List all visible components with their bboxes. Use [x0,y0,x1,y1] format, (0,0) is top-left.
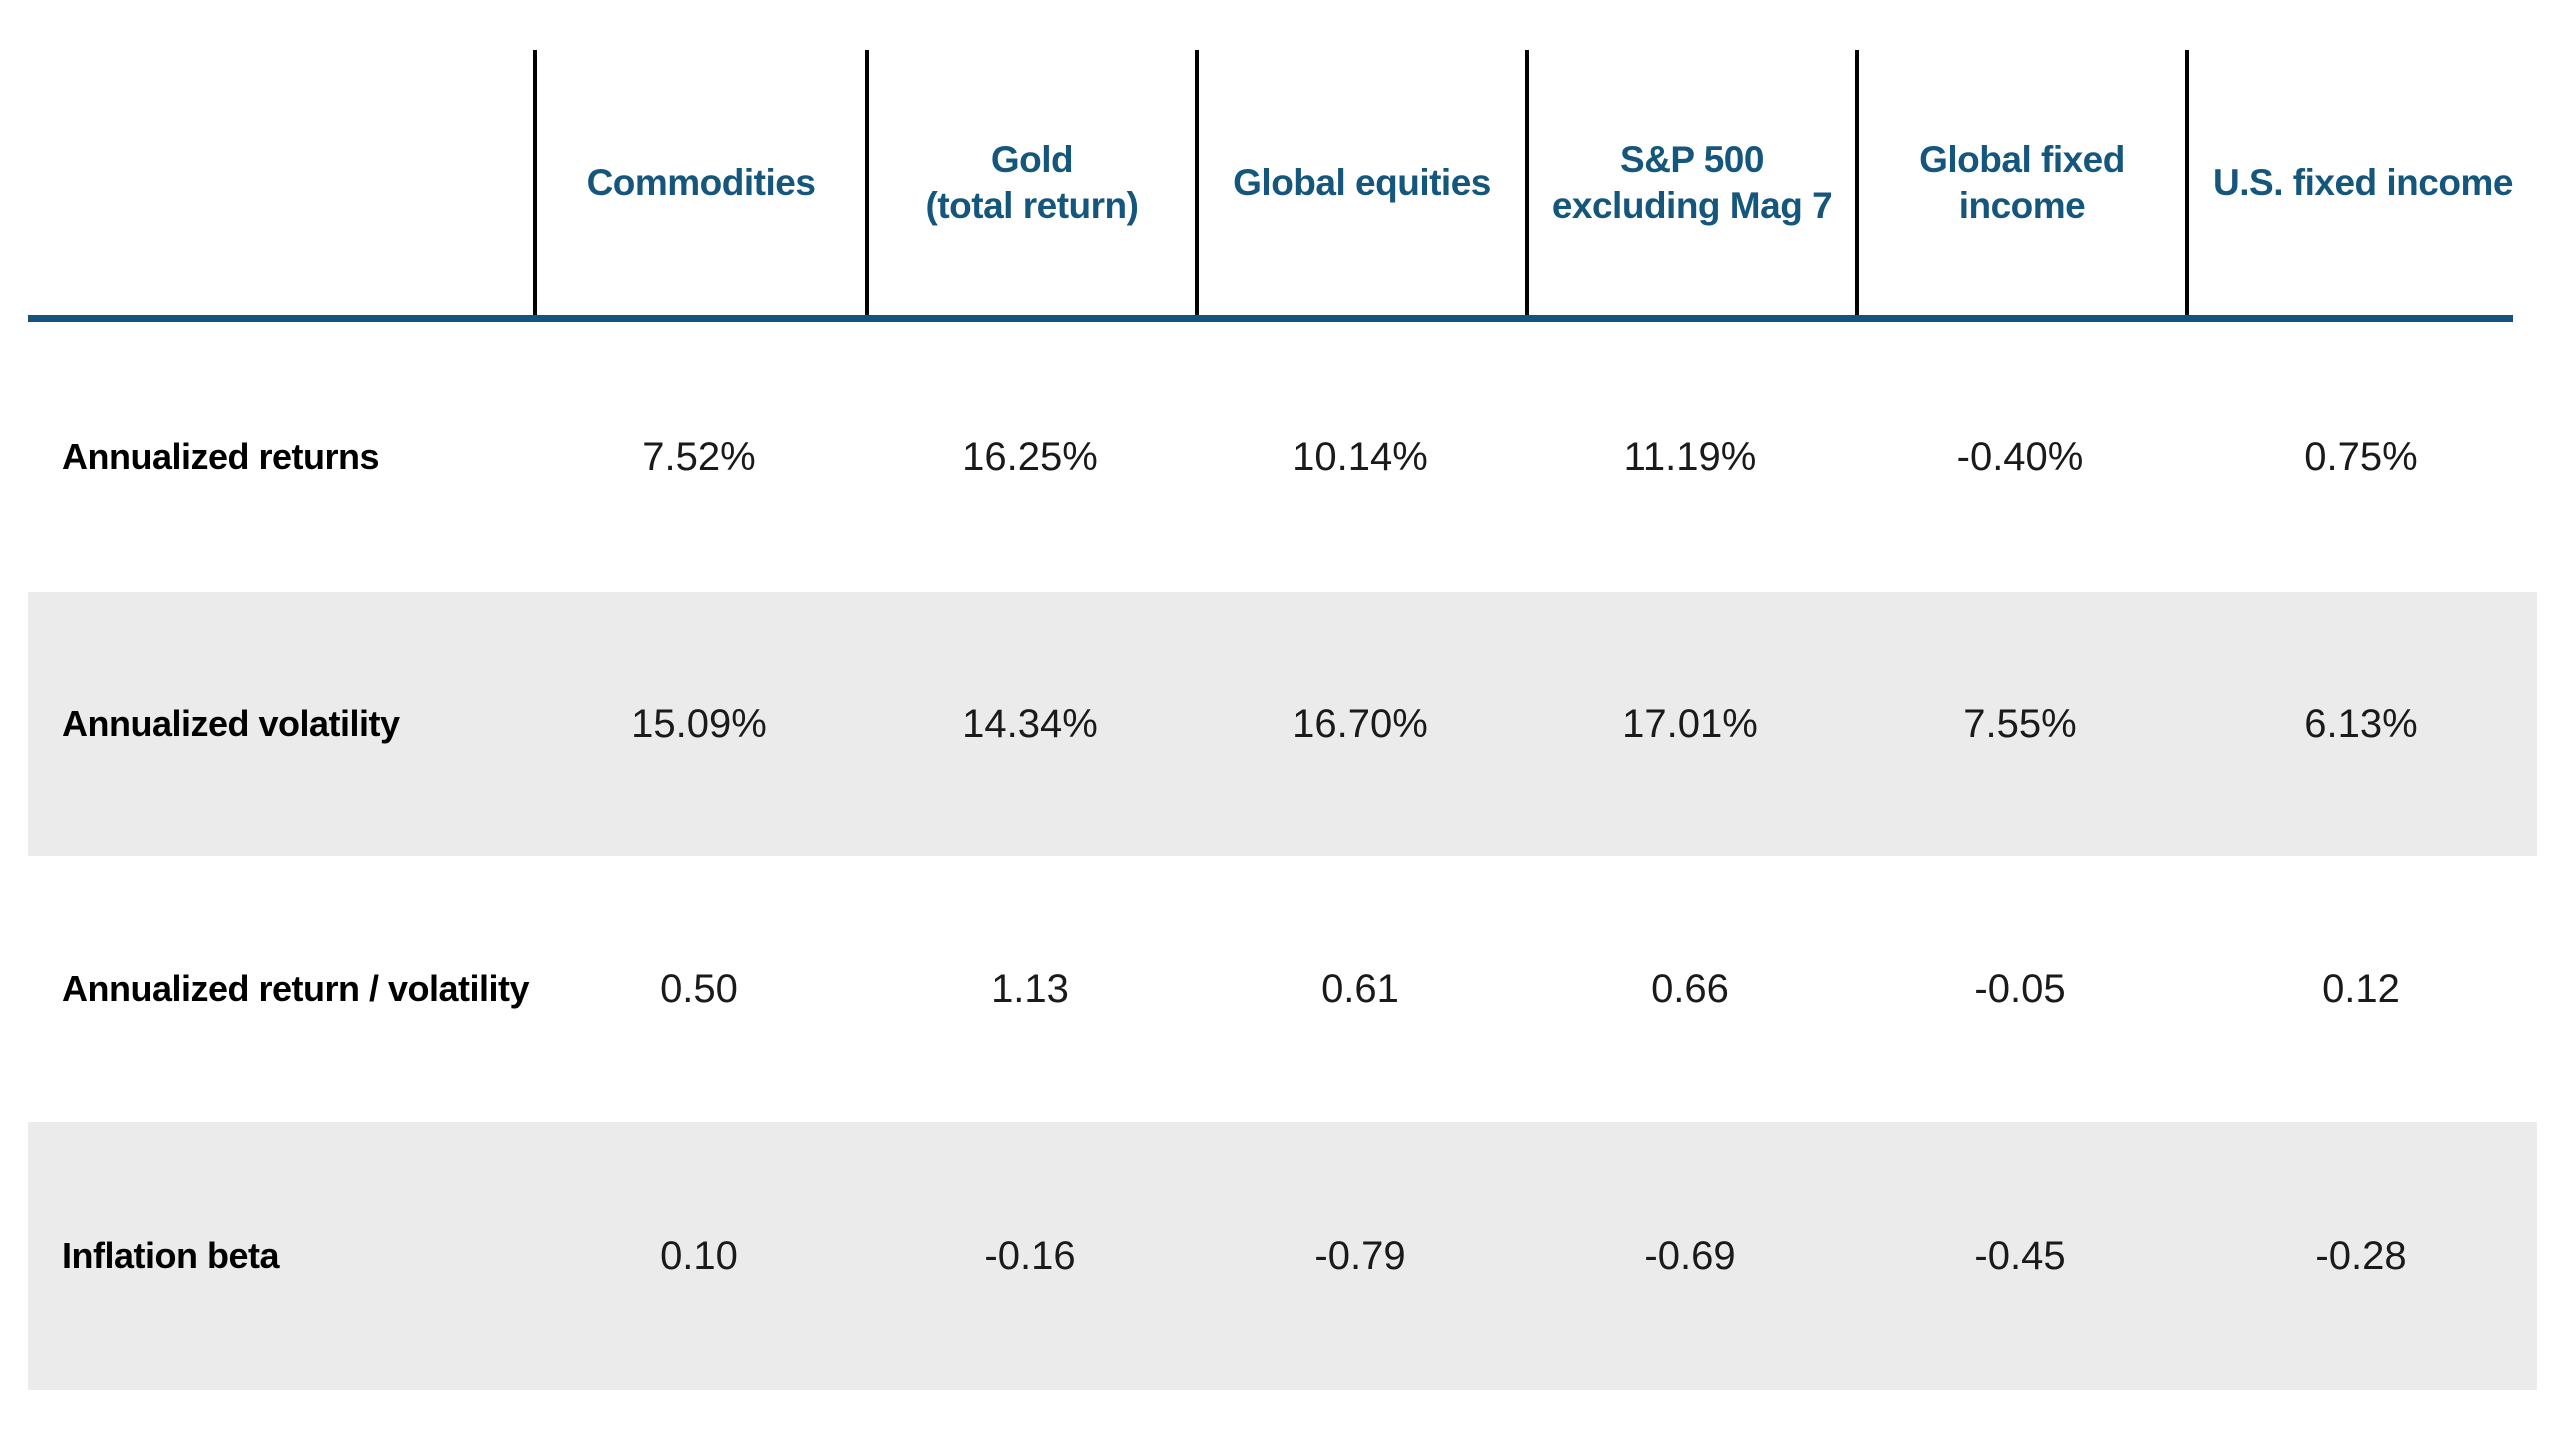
cell-value: -0.05 [1974,966,2066,1011]
cell-value: 0.75% [2304,434,2418,479]
cell-value: 10.14% [1292,434,1428,479]
column-header-sp500-excluding-mag7: S&P 500 excluding Mag 7 [1525,50,1855,315]
table-row-inflation-beta: Inflation beta 0.10 -0.16 -0.79 -0.69 -0… [28,1122,2537,1390]
table-row-annualized-returns: Annualized returns 7.52% 16.25% 10.14% 1… [28,322,2537,592]
cell-value: -0.79 [1314,1233,1406,1278]
cell-value: 7.52% [642,434,756,479]
column-header-global-equities: Global equities [1195,50,1525,315]
cell-value: 14.34% [962,701,1098,746]
row-label: Annualized returns [62,436,380,477]
row-label: Annualized return / volatility [62,968,530,1009]
cell-value: 0.10 [660,1233,738,1278]
column-header-us-fixed-income: U.S. fixed income [2185,50,2537,315]
cell-value: 16.25% [962,434,1098,479]
column-header-gold-total-return: Gold (total return) [865,50,1195,315]
cell-value: 17.01% [1622,701,1758,746]
cell-value: -0.40% [1956,434,2084,479]
cell-value: -0.16 [984,1233,1076,1278]
cell-value: 0.61 [1321,966,1399,1011]
cell-value: 16.70% [1292,701,1428,746]
table-row-return-over-volatility: Annualized return / volatility 0.50 1.13… [28,856,2537,1122]
cell-value: -0.28 [2315,1233,2407,1278]
column-header-commodities: Commodities [533,50,865,315]
table-row-annualized-volatility: Annualized volatility 15.09% 14.34% 16.7… [28,592,2537,856]
cell-value: 1.13 [991,966,1069,1011]
cell-value: 7.55% [1963,701,2077,746]
cell-value: 11.19% [1623,434,1757,479]
row-label: Inflation beta [62,1235,280,1276]
table-header-row: Commodities Gold (total return) Global e… [28,50,2537,315]
cell-value: 15.09% [631,701,767,746]
row-label: Annualized volatility [62,703,400,744]
header-rule [28,315,2513,322]
cell-value: 0.50 [660,966,738,1011]
cell-value: -0.69 [1644,1233,1736,1278]
cell-value: 0.66 [1651,966,1729,1011]
header-spacer-cell [28,50,533,315]
cell-value: 0.12 [2322,966,2400,1011]
cell-value: 6.13% [2304,701,2418,746]
cell-value: -0.45 [1974,1233,2066,1278]
column-header-global-fixed-income: Global fixed income [1855,50,2185,315]
